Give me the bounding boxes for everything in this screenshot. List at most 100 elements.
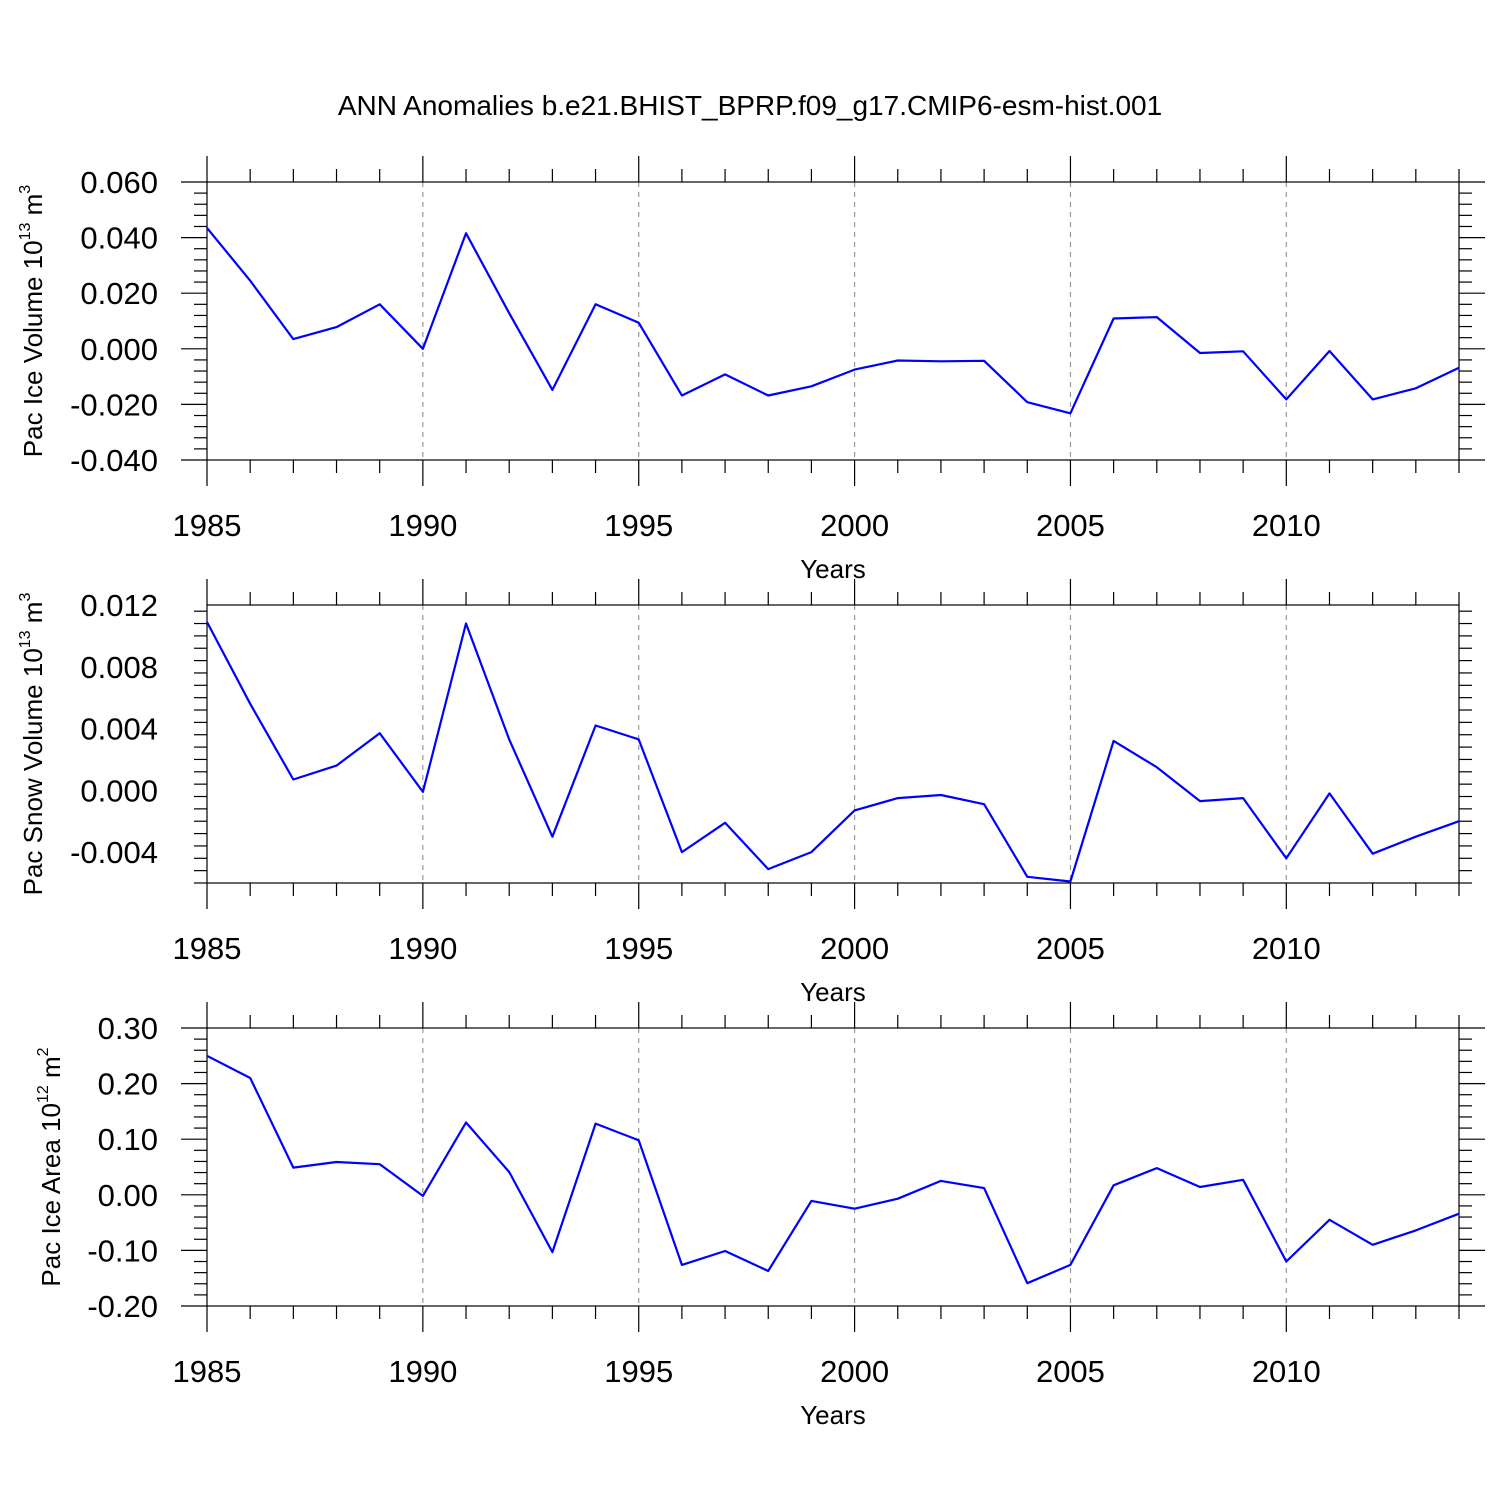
data-point: [1069, 412, 1071, 414]
x-tick-label: 1990: [388, 1354, 457, 1389]
data-point: [983, 360, 985, 362]
data-point: [1372, 398, 1374, 400]
data-point: [983, 803, 985, 805]
panel-1: -0.040 -0.020 0.000 0.020 0.040 0.060 1985 1990…: [17, 156, 1485, 584]
data-point: [508, 738, 510, 740]
data-point: [854, 1208, 856, 1210]
data-point: [767, 395, 769, 397]
y-axis-title: Pac Ice Volume 1013 m3: [17, 185, 48, 458]
data-point: [292, 338, 294, 340]
data-point: [595, 303, 597, 305]
data-point: [422, 348, 424, 350]
y-tick-label: 0.004: [80, 712, 158, 747]
x-tick-label: 2000: [820, 508, 889, 543]
x-tick-label: 2010: [1252, 1354, 1321, 1389]
data-point: [336, 1161, 338, 1163]
y-axis-title: Pac Ice Area 1012 m2: [35, 1047, 66, 1286]
data-point: [810, 385, 812, 387]
y-tick-label: 0.20: [98, 1067, 158, 1102]
y-tick-label: 0.008: [80, 650, 158, 685]
data-point: [379, 303, 381, 305]
x-tick-label: 1990: [388, 508, 457, 543]
data-point: [681, 395, 683, 397]
data-point: [551, 1251, 553, 1253]
data-point: [1415, 387, 1417, 389]
x-tick-label: 1985: [173, 931, 242, 966]
data-point: [379, 732, 381, 734]
figure-title: ANN Anomalies b.e21.BHIST_BPRP.f09_g17.C…: [337, 90, 1163, 121]
y-axis-title: Pac Snow Volume 1013 m3: [17, 593, 48, 896]
data-point: [465, 623, 467, 625]
data-point: [551, 389, 553, 391]
data-point: [1328, 792, 1330, 794]
data-point: [897, 359, 899, 361]
panel-2: -0.004 0.000 0.004 0.008 0.012 1985 1990 1995 20…: [17, 579, 1472, 1007]
data-point: [638, 1139, 640, 1141]
data-point: [1113, 1184, 1115, 1186]
plot-frame: [206, 181, 1460, 461]
data-point: [854, 809, 856, 811]
series-line: [206, 1054, 1460, 1285]
data-point: [595, 724, 597, 726]
y-tick-label: -0.004: [70, 835, 158, 870]
x-tick-label: 2010: [1252, 508, 1321, 543]
data-point: [1156, 766, 1158, 768]
data-point: [1328, 350, 1330, 352]
data-point: [1156, 316, 1158, 318]
data-point: [1026, 1282, 1028, 1284]
data-point: [1285, 857, 1287, 859]
x-tick-label: 2005: [1036, 931, 1105, 966]
data-point: [1415, 1229, 1417, 1231]
x-axis-title: Years: [800, 977, 866, 1007]
data-point: [1199, 800, 1201, 802]
data-point: [940, 794, 942, 796]
data-point: [1242, 350, 1244, 352]
series-line: [206, 621, 1460, 883]
data-point: [897, 1198, 899, 1200]
data-point: [292, 779, 294, 781]
x-tick-label: 1990: [388, 931, 457, 966]
data-point: [1285, 1261, 1287, 1263]
x-tick-label: 2000: [820, 1354, 889, 1389]
data-point: [1458, 367, 1460, 369]
x-tick-label: 1995: [604, 1354, 673, 1389]
y-tick-label: 0.000: [80, 773, 158, 808]
y-tick-label: 0.040: [80, 221, 158, 256]
data-point: [1242, 1179, 1244, 1181]
data-point: [1026, 876, 1028, 878]
x-tick-label: 2005: [1036, 508, 1105, 543]
data-point: [508, 1171, 510, 1173]
x-tick-label: 2010: [1252, 931, 1321, 966]
y-tick-label: 0.10: [98, 1122, 158, 1157]
data-point: [595, 1123, 597, 1125]
data-point: [1328, 1219, 1330, 1221]
data-point: [249, 280, 251, 282]
data-point: [1113, 317, 1115, 319]
panel-3: -0.20 -0.10 0.00 0.10 0.20 0.30 1985 1990 1995 20…: [35, 1002, 1485, 1430]
y-tick-label: 0.00: [98, 1178, 158, 1213]
data-point: [810, 1200, 812, 1202]
plot-frame: [206, 604, 1460, 884]
x-tick-label: 1985: [173, 508, 242, 543]
x-tick-label: 1995: [604, 508, 673, 543]
data-point: [1113, 740, 1115, 742]
y-tick-label: -0.20: [87, 1289, 158, 1324]
data-point: [940, 360, 942, 362]
data-point: [724, 1250, 726, 1252]
data-point: [810, 851, 812, 853]
x-axis-title: Years: [800, 554, 866, 584]
data-point: [681, 1264, 683, 1266]
series-line: [206, 227, 1460, 415]
data-point: [1069, 880, 1071, 882]
x-tick-label: 1995: [604, 931, 673, 966]
data-point: [897, 797, 899, 799]
y-tick-label: -0.020: [70, 387, 158, 422]
y-tick-label: 0.30: [98, 1011, 158, 1046]
data-point: [724, 373, 726, 375]
data-point: [206, 227, 208, 229]
data-point: [336, 765, 338, 767]
data-point: [854, 369, 856, 371]
data-point: [1199, 352, 1201, 354]
